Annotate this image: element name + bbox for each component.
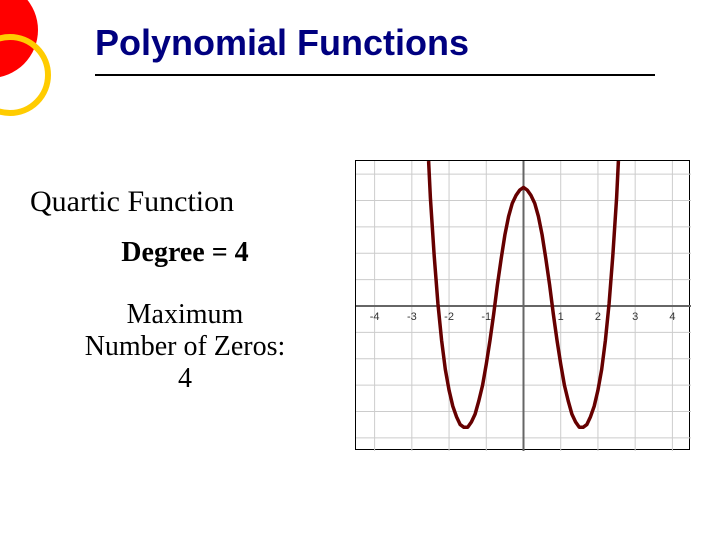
body-line-3c: 4 (30, 363, 340, 395)
svg-text:-1: -1 (481, 311, 491, 323)
body-line-3b: Number of Zeros: (30, 331, 340, 363)
title-underline (95, 74, 655, 76)
svg-text:-4: -4 (370, 311, 380, 323)
svg-text:-2: -2 (444, 311, 454, 323)
quartic-chart: -4 -3 -2 -1 1 2 3 4 (356, 161, 691, 451)
decorative-circles (0, 0, 75, 120)
svg-text:1: 1 (558, 311, 564, 323)
svg-text:3: 3 (632, 311, 638, 323)
body-line-2: Degree = 4 (30, 237, 340, 269)
body-line-1: Quartic Function (30, 185, 340, 219)
svg-text:-3: -3 (407, 311, 417, 323)
svg-text:4: 4 (669, 311, 675, 323)
body-line-3a: Maximum (30, 299, 340, 331)
slide: Polynomial Functions Quartic Function De… (0, 0, 720, 540)
svg-text:2: 2 (595, 311, 601, 323)
slide-title: Polynomial Functions (95, 22, 690, 64)
chart-border: -4 -3 -2 -1 1 2 3 4 (355, 160, 690, 450)
title-area: Polynomial Functions (95, 22, 690, 76)
body-text: Quartic Function Degree = 4 Maximum Numb… (30, 185, 340, 395)
chart-container: -4 -3 -2 -1 1 2 3 4 (355, 160, 690, 450)
